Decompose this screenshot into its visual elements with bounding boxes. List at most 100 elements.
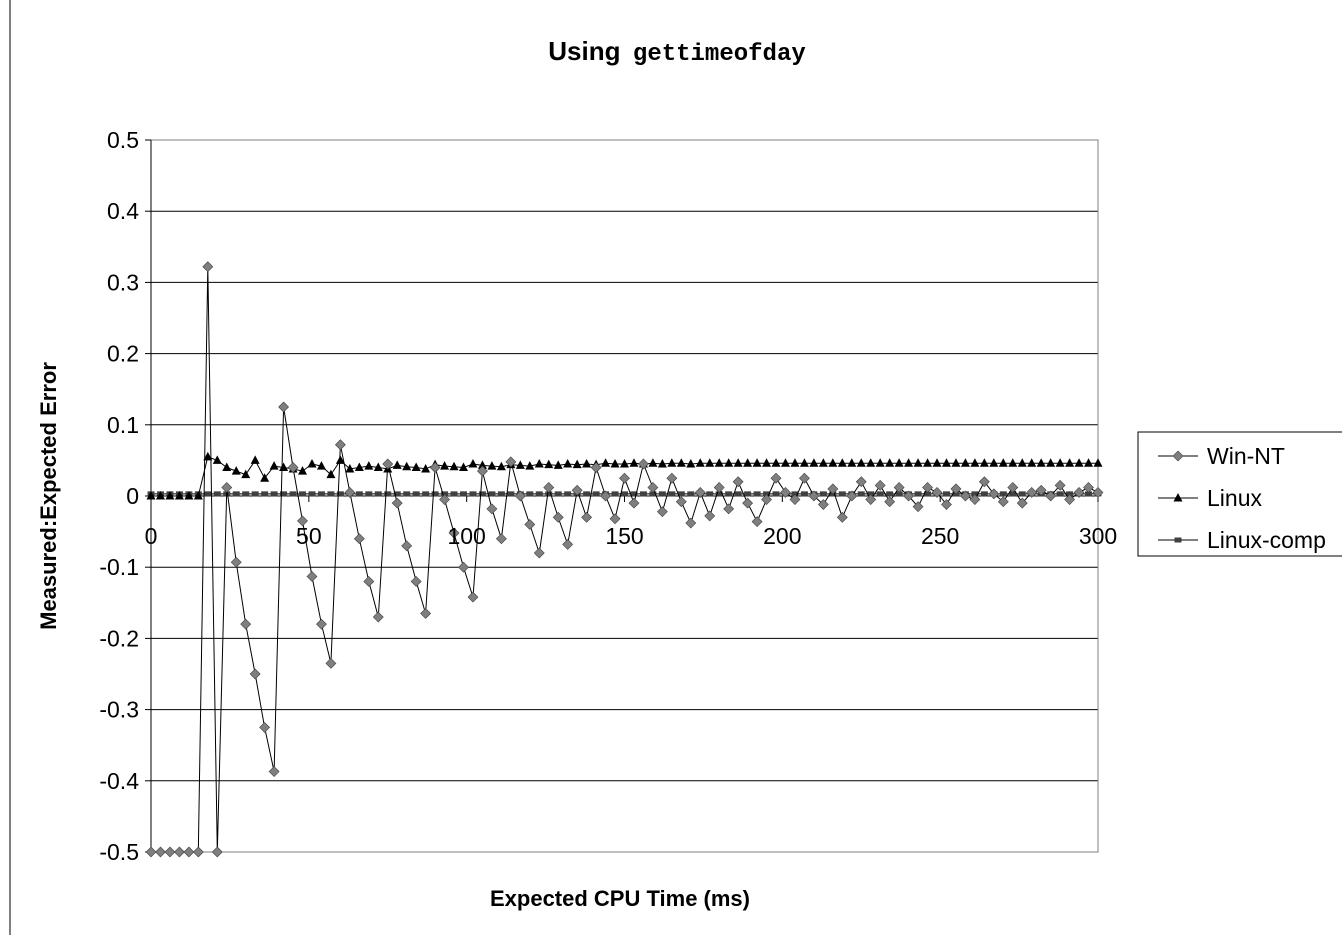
point-win-nt-97 xyxy=(1064,494,1076,505)
point-win-nt-45 xyxy=(571,484,583,496)
point-win-nt-58 xyxy=(694,487,706,498)
point-linux-26 xyxy=(392,460,402,469)
point-win-nt-17 xyxy=(306,571,318,582)
point-win-nt-44 xyxy=(562,538,574,550)
point-win-nt-78 xyxy=(884,496,896,508)
point-linux-56 xyxy=(676,458,686,467)
point-linux-49 xyxy=(610,458,620,468)
point-linux-comp-37 xyxy=(497,491,505,497)
point-linux-95 xyxy=(1046,458,1056,467)
point-linux-comp-57 xyxy=(687,491,695,497)
point-linux-13 xyxy=(269,461,279,470)
point-linux-comp-49 xyxy=(611,491,619,497)
point-win-nt-86 xyxy=(959,490,971,502)
point-linux-comp-13 xyxy=(270,491,278,497)
point-linux-comp-88 xyxy=(980,491,988,497)
point-linux-14 xyxy=(279,462,289,472)
point-linux-comp-9 xyxy=(232,491,240,497)
x-axis-label: Expected CPU Time (ms) xyxy=(490,886,750,911)
point-linux-98 xyxy=(1074,458,1084,467)
point-linux-57 xyxy=(686,458,696,468)
point-linux-36 xyxy=(487,461,497,470)
point-win-nt-72 xyxy=(827,483,839,495)
point-linux-comp-82 xyxy=(924,491,932,497)
point-linux-88 xyxy=(979,458,989,467)
point-win-nt-36 xyxy=(486,503,498,515)
point-win-nt-95 xyxy=(1045,490,1057,502)
point-linux-10 xyxy=(241,469,251,479)
point-win-nt-94 xyxy=(1035,484,1047,496)
point-win-nt-68 xyxy=(789,494,801,505)
point-linux-comp-10 xyxy=(242,491,250,497)
point-linux-94 xyxy=(1036,458,1046,467)
point-linux-63 xyxy=(743,458,753,467)
point-linux-48 xyxy=(601,458,611,467)
point-linux-comp-36 xyxy=(488,491,496,497)
point-win-nt-62 xyxy=(732,476,744,488)
point-win-nt-38 xyxy=(505,456,517,468)
point-linux-64 xyxy=(752,458,762,467)
y-tick-label-10: -0.5 xyxy=(99,839,139,865)
point-win-nt-10 xyxy=(240,618,252,630)
y-tick-label-3: 0.2 xyxy=(107,341,139,367)
point-win-nt-59 xyxy=(704,510,716,522)
point-linux-1 xyxy=(155,491,165,500)
point-linux-comp-32 xyxy=(450,491,458,497)
point-linux-37 xyxy=(496,461,506,471)
point-linux-comp-11 xyxy=(251,491,259,497)
point-linux-20 xyxy=(335,455,345,464)
point-win-nt-18 xyxy=(316,618,327,630)
point-linux-45 xyxy=(572,459,582,469)
point-linux-comp-50 xyxy=(621,491,628,497)
point-linux-59 xyxy=(705,458,715,467)
point-linux-comp-54 xyxy=(658,491,666,497)
point-linux-82 xyxy=(923,458,933,467)
point-linux-4 xyxy=(184,491,194,500)
point-linux-comp-64 xyxy=(753,491,761,497)
point-linux-comp-7 xyxy=(213,491,221,497)
point-win-nt-83 xyxy=(931,487,943,498)
point-linux-33 xyxy=(459,462,469,472)
point-linux-50 xyxy=(620,458,629,468)
point-linux-comp-26 xyxy=(393,491,401,497)
point-linux-73 xyxy=(837,458,847,467)
point-win-nt-88 xyxy=(978,476,990,488)
point-linux-99 xyxy=(1084,458,1094,467)
point-linux-42 xyxy=(544,459,554,469)
point-linux-41 xyxy=(534,458,544,468)
y-tick-label-0: 0.5 xyxy=(107,127,139,153)
point-win-nt-12 xyxy=(259,721,271,733)
point-linux-comp-40 xyxy=(526,491,534,497)
point-win-nt-29 xyxy=(420,608,432,619)
point-win-nt-49 xyxy=(609,513,621,525)
point-linux-comp-59 xyxy=(706,491,714,497)
point-win-nt-26 xyxy=(391,497,403,509)
point-win-nt-79 xyxy=(893,482,905,493)
point-win-nt-81 xyxy=(912,501,924,513)
point-win-nt-55 xyxy=(666,472,678,484)
series-layer xyxy=(145,261,1104,858)
point-linux-84 xyxy=(941,458,951,467)
point-linux-100 xyxy=(1093,458,1103,467)
point-linux-comp-22 xyxy=(355,491,363,497)
point-linux-28 xyxy=(411,462,421,472)
point-linux-97 xyxy=(1065,458,1075,467)
point-win-nt-19 xyxy=(325,657,337,669)
point-linux-76 xyxy=(866,458,876,467)
point-linux-66 xyxy=(771,458,781,467)
x-tick-label-4: 200 xyxy=(763,523,801,549)
point-win-nt-8 xyxy=(221,482,233,493)
point-win-nt-71 xyxy=(817,499,829,510)
y-tick-labels: 0.5 0.4 0.3 0.2 0.1 0 -0.1 -0.2 -0.3 -0.4 -0.5 xyxy=(99,127,139,865)
point-linux-77 xyxy=(875,458,885,467)
point-linux-93 xyxy=(1027,458,1037,467)
point-linux-74 xyxy=(847,458,857,467)
point-linux-16 xyxy=(298,466,308,475)
point-linux-44 xyxy=(563,458,573,468)
point-win-nt-22 xyxy=(353,533,365,545)
point-linux-comp-44 xyxy=(564,491,572,497)
point-win-nt-21 xyxy=(344,487,356,498)
point-win-nt-50 xyxy=(619,472,630,484)
point-linux-79 xyxy=(894,458,904,467)
